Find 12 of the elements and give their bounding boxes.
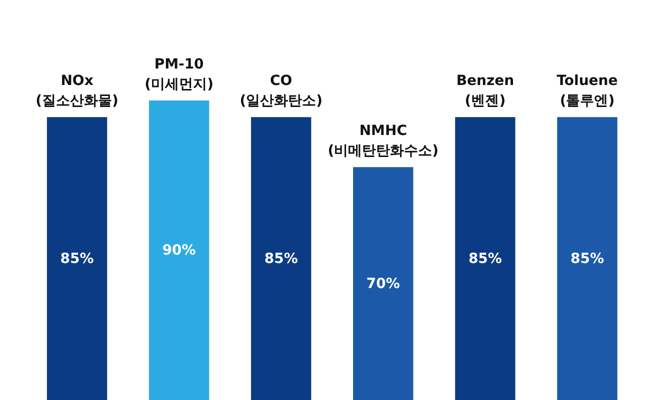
x-tick-label: NOx (질소산화물) (36, 73, 118, 110)
x-tick-label: Toluene (톨루엔) (556, 73, 618, 110)
data-label: 90% (162, 242, 196, 258)
data-label: 70% (366, 276, 400, 292)
data-label: 85% (468, 250, 502, 267)
x-tick-label: NMHC (비메탄탄화수소) (328, 123, 439, 160)
data-label: 85% (570, 250, 604, 267)
x-tick-label: Benzen (벤젠) (456, 73, 514, 110)
data-label: 85% (60, 250, 94, 267)
data-label: 85% (264, 250, 298, 267)
x-tick-label: PM-10 (미세먼지) (144, 56, 214, 92)
x-tick-label: CO (일산화탄소) (240, 73, 323, 110)
